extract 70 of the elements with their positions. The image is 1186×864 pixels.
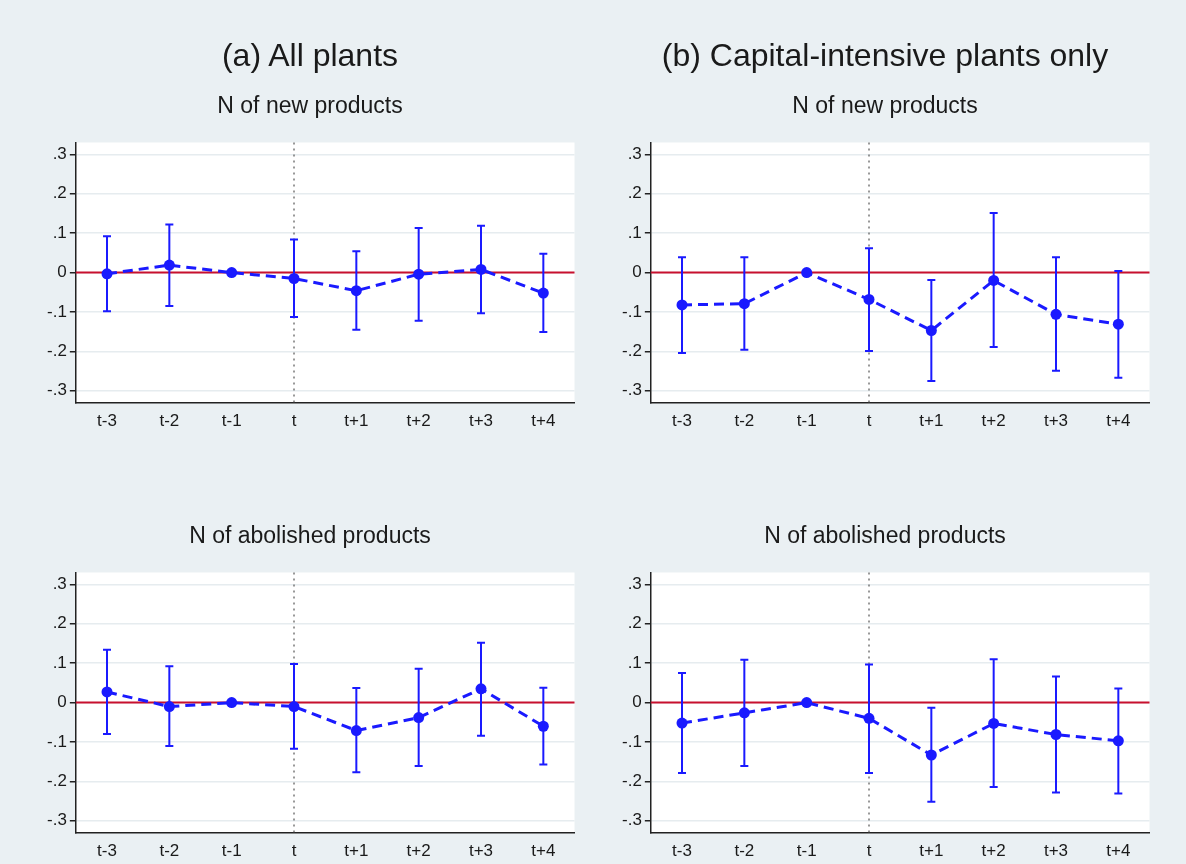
y-tick-label: -.3 xyxy=(622,380,642,400)
x-tick-label: t+4 xyxy=(1106,411,1131,431)
point xyxy=(801,267,813,279)
y-tick-label: -.1 xyxy=(622,731,642,751)
y-tick-label: .3 xyxy=(52,574,67,594)
point xyxy=(801,697,813,709)
x-tick-label: t-2 xyxy=(159,411,180,431)
y-tick-label: -.3 xyxy=(47,810,67,830)
y-tick-label: 0 xyxy=(632,262,642,282)
y-tick-label: 0 xyxy=(57,262,67,282)
x-tick-label: t-2 xyxy=(159,841,180,861)
x-tick-label: t+1 xyxy=(344,841,369,861)
y-tick-label: .3 xyxy=(52,144,67,164)
y-tick-label: .3 xyxy=(627,574,642,594)
point xyxy=(226,697,238,709)
x-tick-label: t-2 xyxy=(734,411,755,431)
x-tick-label: t xyxy=(866,411,872,431)
x-tick-label: t-3 xyxy=(672,411,692,431)
chart-subtitle: N of new products xyxy=(792,92,978,119)
x-tick-label: t-2 xyxy=(734,841,755,861)
chart-title: (a) All plants xyxy=(220,36,400,75)
point xyxy=(226,267,238,279)
x-tick-label: t-1 xyxy=(221,411,242,431)
x-tick-label: t+2 xyxy=(406,411,431,431)
y-tick-label: .1 xyxy=(627,652,642,672)
y-tick-label: .2 xyxy=(52,183,67,203)
chart-title: (b) Capital-intensive plants only xyxy=(660,36,1110,75)
y-tick-label: .2 xyxy=(627,613,642,633)
chart-title: N of abolished products xyxy=(189,522,431,549)
y-tick-label: 0 xyxy=(632,692,642,712)
x-tick-label: t+2 xyxy=(981,411,1006,431)
x-tick-label: t+4 xyxy=(1106,841,1131,861)
y-tick-label: .1 xyxy=(52,222,67,242)
x-tick-label: t+1 xyxy=(344,411,369,431)
y-tick-label: -.2 xyxy=(47,341,67,361)
y-tick-label: -.1 xyxy=(47,301,67,321)
x-tick-label: t-3 xyxy=(672,841,692,861)
y-tick-label: -.3 xyxy=(47,380,67,400)
y-tick-label: 0 xyxy=(57,692,67,712)
y-tick-label: .2 xyxy=(627,183,642,203)
x-tick-label: t+4 xyxy=(531,411,556,431)
y-tick-label: -.2 xyxy=(622,341,642,361)
x-tick-label: t+3 xyxy=(468,411,494,431)
x-tick-label: t xyxy=(291,841,297,861)
y-tick-label: -.1 xyxy=(622,301,642,321)
y-tick-label: .1 xyxy=(627,222,642,242)
y-tick-label: .3 xyxy=(627,144,642,164)
x-tick-label: t+3 xyxy=(1043,841,1069,861)
chart-subtitle: N of new products xyxy=(217,92,403,119)
x-tick-label: t+4 xyxy=(531,841,556,861)
x-tick-label: t+2 xyxy=(406,841,431,861)
x-tick-label: t-1 xyxy=(796,411,817,431)
x-tick-label: t+1 xyxy=(919,841,944,861)
x-tick-label: t+2 xyxy=(981,841,1006,861)
x-tick-label: t+1 xyxy=(919,411,944,431)
x-tick-label: t-3 xyxy=(97,411,117,431)
x-tick-label: t-1 xyxy=(796,841,817,861)
x-tick-label: t-1 xyxy=(221,841,242,861)
x-tick-label: t xyxy=(291,411,297,431)
y-tick-label: -.2 xyxy=(622,771,642,791)
y-tick-label: .2 xyxy=(52,613,67,633)
x-tick-label: t+3 xyxy=(1043,411,1069,431)
y-tick-label: -.1 xyxy=(47,731,67,751)
y-tick-label: .1 xyxy=(52,652,67,672)
y-tick-label: -.2 xyxy=(47,771,67,791)
x-tick-label: t xyxy=(866,841,872,861)
chart-title: N of abolished products xyxy=(764,522,1006,549)
y-tick-label: -.3 xyxy=(622,810,642,830)
x-tick-label: t-3 xyxy=(97,841,117,861)
x-tick-label: t+3 xyxy=(468,841,494,861)
